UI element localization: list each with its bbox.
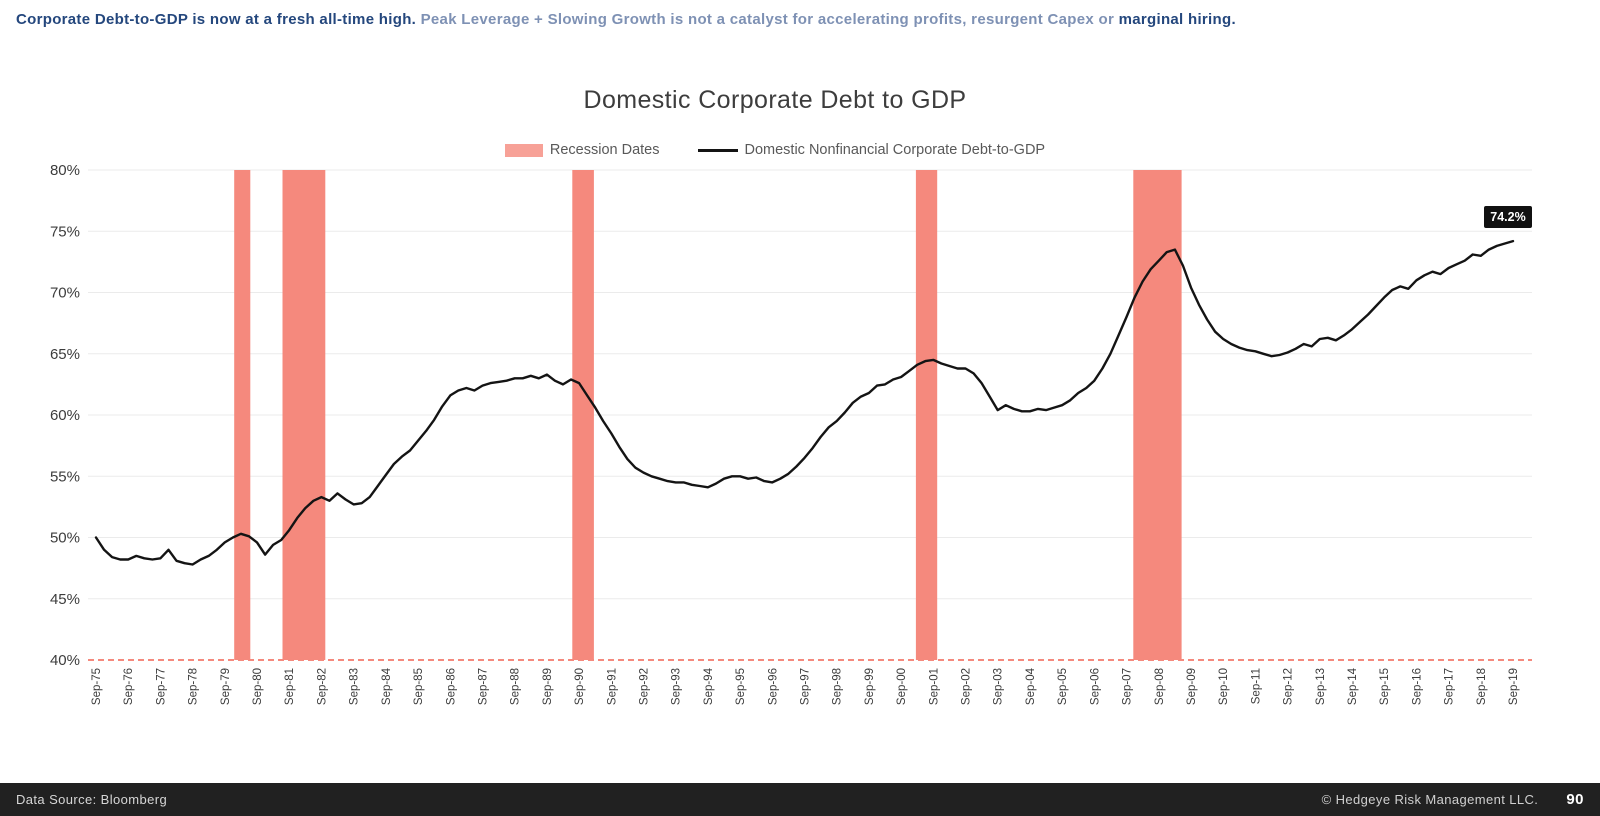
x-tick-label: Sep-82 [316, 668, 328, 705]
x-tick-label: Sep-97 [800, 668, 812, 705]
slide-headline: Corporate Debt-to-GDP is now at a fresh … [16, 10, 1306, 29]
y-tick-label: 40% [50, 652, 80, 669]
y-tick-label: 80% [50, 162, 80, 179]
y-tick-label: 55% [50, 468, 80, 485]
x-tick-label: Sep-92 [638, 668, 650, 705]
x-tick-label: Sep-86 [445, 668, 457, 705]
data-source-text: Data Source: Bloomberg [16, 792, 168, 807]
x-tick-label: Sep-05 [1057, 668, 1069, 705]
x-tick-label: Sep-02 [961, 668, 973, 705]
x-tick-label: Sep-81 [284, 668, 296, 705]
line-swatch-icon [697, 148, 738, 152]
x-tick-label: Sep-12 [1283, 668, 1295, 705]
y-tick-label: 70% [50, 285, 80, 302]
recession-band [572, 170, 594, 660]
x-tick-label: Sep-91 [606, 668, 618, 705]
legend-item-recession: Recession Dates [504, 142, 660, 158]
x-tick-label: Sep-89 [542, 668, 554, 705]
x-tick-label: Sep-10 [1218, 668, 1230, 705]
x-tick-label: Sep-17 [1444, 668, 1456, 705]
x-tick-label: Sep-75 [91, 668, 103, 705]
legend-item-debt-line: Domestic Nonfinancial Corporate Debt-to-… [697, 142, 1046, 158]
x-tick-label: Sep-93 [671, 668, 683, 705]
headline-sentence-1: Corporate Debt-to-GDP is now at a fresh … [16, 11, 417, 28]
x-tick-label: Sep-76 [123, 668, 135, 705]
x-tick-label: Sep-01 [928, 668, 940, 705]
legend-label: Domestic Nonfinancial Corporate Debt-to-… [744, 142, 1046, 158]
x-tick-label: Sep-19 [1508, 668, 1520, 705]
recession-band [282, 170, 326, 660]
slide-footer: Data Source: Bloomberg © Hedgeye Risk Ma… [0, 783, 1600, 816]
x-tick-label: Sep-79 [220, 668, 232, 705]
x-tick-label: Sep-84 [381, 667, 393, 705]
x-tick-label: Sep-96 [767, 668, 779, 705]
recession-swatch-icon [504, 143, 543, 157]
x-tick-label: Sep-77 [155, 668, 167, 705]
x-tick-label: Sep-95 [735, 668, 747, 705]
end-value-label: 74.2% [1490, 210, 1525, 224]
x-tick-label: Sep-15 [1379, 668, 1391, 705]
x-tick-label: Sep-07 [1122, 668, 1134, 705]
headline-sentence-2: Peak Leverage + Slowing Growth is not a … [416, 11, 1119, 28]
x-tick-label: Sep-94 [703, 667, 715, 705]
x-tick-label: Sep-98 [832, 668, 844, 705]
x-tick-label: Sep-08 [1154, 668, 1166, 705]
headline-sentence-3: marginal hiring. [1118, 11, 1236, 28]
x-tick-label: Sep-00 [896, 668, 908, 705]
recession-band [1133, 170, 1182, 660]
debt-line [94, 239, 1515, 566]
x-tick-label: Sep-13 [1315, 668, 1327, 705]
x-tick-label: Sep-88 [510, 668, 522, 705]
y-tick-label: 60% [50, 407, 80, 424]
x-tick-label: Sep-78 [188, 668, 200, 705]
chart-title: Domestic Corporate Debt to GDP [583, 86, 967, 114]
legend-label: Recession Dates [549, 142, 660, 158]
x-tick-label: Sep-16 [1411, 668, 1423, 705]
x-tick-label: Sep-04 [1025, 667, 1037, 705]
x-tick-label: Sep-09 [1186, 668, 1198, 705]
page-number: 90 [1566, 791, 1584, 808]
x-tick-label: Sep-83 [349, 668, 361, 705]
x-tick-label: Sep-85 [413, 668, 425, 705]
y-tick-label: 50% [50, 530, 80, 547]
end-value-label-box [1484, 206, 1532, 229]
x-tick-label: Sep-80 [252, 668, 264, 705]
x-tick-label: Sep-14 [1347, 667, 1359, 705]
x-tick-label: Sep-06 [1089, 668, 1101, 705]
y-tick-label: 65% [50, 346, 80, 363]
y-tick-label: 45% [50, 591, 80, 608]
y-tick-label: 75% [50, 223, 80, 240]
x-tick-label: Sep-11 [1250, 668, 1262, 704]
copyright-text: © Hedgeye Risk Management LLC. [1321, 792, 1539, 807]
x-tick-label: Sep-18 [1476, 668, 1488, 705]
x-tick-label: Sep-87 [477, 668, 489, 705]
recession-band [234, 170, 251, 660]
x-tick-label: Sep-03 [993, 668, 1005, 705]
x-tick-label: Sep-99 [864, 668, 876, 705]
chart-legend: Recession Dates Domestic Nonfinancial Co… [0, 142, 1550, 158]
x-tick-label: Sep-90 [574, 668, 586, 705]
recession-band [915, 170, 938, 660]
